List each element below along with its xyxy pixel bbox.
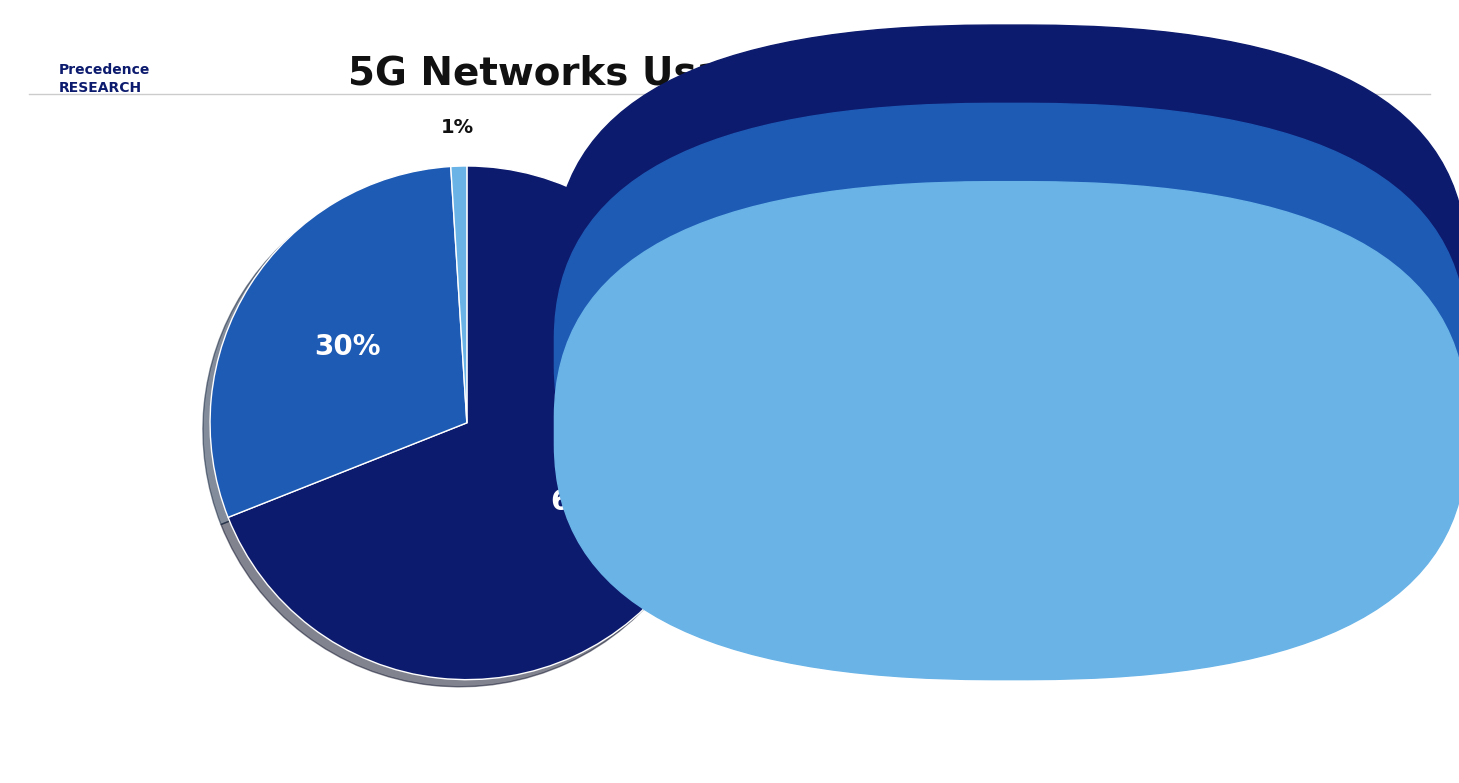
Text: 5G Networks Usage in India (2023): 5G Networks Usage in India (2023): [347, 55, 1112, 93]
Text: 30%: 30%: [314, 333, 381, 361]
Wedge shape: [451, 166, 467, 423]
Text: 69%: 69%: [550, 489, 617, 516]
Text: Reliance Jio: Reliance Jio: [1043, 264, 1189, 284]
Text: Other providers: Other providers: [1043, 420, 1242, 441]
Wedge shape: [210, 167, 467, 518]
Text: Precedence
RESEARCH: Precedence RESEARCH: [58, 63, 150, 95]
Text: Airtel: Airtel: [1043, 342, 1112, 363]
Wedge shape: [228, 166, 724, 680]
Text: 1%: 1%: [441, 118, 474, 137]
